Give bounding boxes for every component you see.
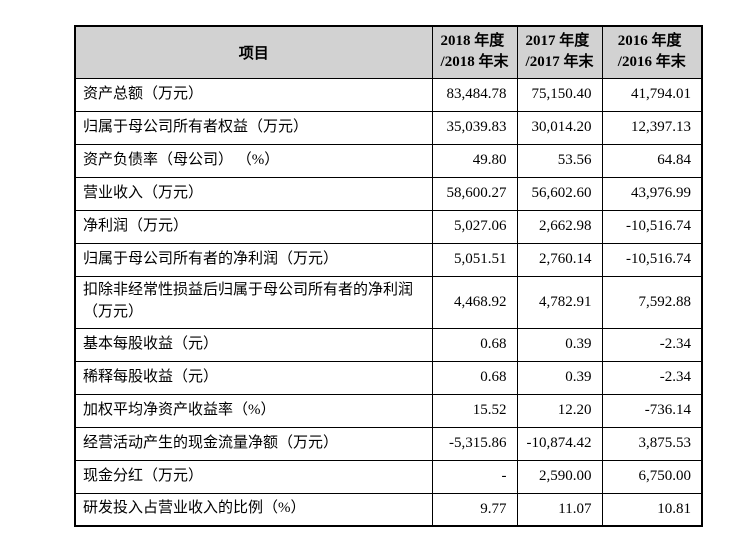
header-2017-line2: /2017 年末 <box>525 54 594 71</box>
table-row: 稀释每股收益（元） 0.68 0.39 -2.34 <box>74 360 703 395</box>
value-cell: -2.34 <box>601 360 703 395</box>
value-cell: 5,027.06 <box>431 209 518 244</box>
header-cell-2017: 2017 年度/2017 年末 <box>516 25 603 79</box>
value-cell: 0.39 <box>516 327 603 362</box>
value-cell: -10,516.74 <box>601 242 703 277</box>
value-cell: 2,590.00 <box>516 459 603 494</box>
value-cell: 58,600.27 <box>431 176 518 211</box>
header-2018-label: 2018 年度/2018 年末 <box>441 31 509 75</box>
value-cell: 15.52 <box>431 393 518 428</box>
value-cell: 12,397.13 <box>601 110 703 145</box>
value-cell: - <box>431 459 518 494</box>
financial-summary-table: 项目 2018 年度/2018 年末 2017 年度/2017 年末 2016 … <box>74 25 703 527</box>
value-cell: 12.20 <box>516 393 603 428</box>
table-row: 净利润（万元） 5,027.06 2,662.98 -10,516.74 <box>74 209 703 244</box>
row-label: 现金分红（万元） <box>74 459 433 494</box>
header-2016-line2: /2016 年末 <box>617 54 686 71</box>
value-cell: 3,875.53 <box>601 426 703 461</box>
financial-table-container: 项目 2018 年度/2018 年末 2017 年度/2017 年末 2016 … <box>74 25 703 527</box>
value-cell: 49.80 <box>431 143 518 178</box>
value-cell: 0.68 <box>431 327 518 362</box>
header-2017-label: 2017 年度/2017 年末 <box>526 31 594 75</box>
row-label: 净利润（万元） <box>74 209 433 244</box>
table-row: 加权平均净资产收益率（%） 15.52 12.20 -736.14 <box>74 393 703 428</box>
value-cell: 4,782.91 <box>516 275 603 329</box>
value-cell: 0.39 <box>516 360 603 395</box>
table-body: 资产总额（万元） 83,484.78 75,150.40 41,794.01 归… <box>74 77 703 527</box>
table-row: 经营活动产生的现金流量净额（万元） -5,315.86 -10,874.42 3… <box>74 426 703 461</box>
value-cell: 2,760.14 <box>516 242 603 277</box>
value-cell: 2,662.98 <box>516 209 603 244</box>
value-cell: 43,976.99 <box>601 176 703 211</box>
row-label: 资产总额（万元） <box>74 77 433 112</box>
table-row: 资产总额（万元） 83,484.78 75,150.40 41,794.01 <box>74 77 703 112</box>
table-row: 资产负债率（母公司） （%） 49.80 53.56 64.84 <box>74 143 703 178</box>
value-cell: -10,516.74 <box>601 209 703 244</box>
table-row: 营业收入（万元） 58,600.27 56,602.60 43,976.99 <box>74 176 703 211</box>
value-cell: 6,750.00 <box>601 459 703 494</box>
row-label: 基本每股收益（元） <box>74 327 433 362</box>
header-cell-item: 项目 <box>74 25 433 79</box>
value-cell: 75,150.40 <box>516 77 603 112</box>
table-row: 归属于母公司所有者的净利润（万元） 5,051.51 2,760.14 -10,… <box>74 242 703 277</box>
value-cell: 41,794.01 <box>601 77 703 112</box>
row-label: 研发投入占营业收入的比例（%） <box>74 492 433 527</box>
header-cell-2016: 2016 年度/2016 年末 <box>601 25 703 79</box>
table-row: 归属于母公司所有者权益（万元） 35,039.83 30,014.20 12,3… <box>74 110 703 145</box>
row-label: 资产负债率（母公司） （%） <box>74 143 433 178</box>
header-2016-label: 2016 年度/2016 年末 <box>618 31 686 75</box>
value-cell: 56,602.60 <box>516 176 603 211</box>
value-cell: 0.68 <box>431 360 518 395</box>
header-2017-line1: 2017 年度 <box>525 32 590 49</box>
header-2018-line1: 2018 年度 <box>440 32 505 49</box>
header-cell-2018: 2018 年度/2018 年末 <box>431 25 518 79</box>
table-row: 研发投入占营业收入的比例（%） 9.77 11.07 10.81 <box>74 492 703 527</box>
value-cell: -736.14 <box>601 393 703 428</box>
row-label: 归属于母公司所有者的净利润（万元） <box>74 242 433 277</box>
value-cell: 9.77 <box>431 492 518 527</box>
value-cell: -2.34 <box>601 327 703 362</box>
table-row: 现金分红（万元） - 2,590.00 6,750.00 <box>74 459 703 494</box>
header-2018-line2: /2018 年末 <box>440 54 509 71</box>
row-label: 稀释每股收益（元） <box>74 360 433 395</box>
row-label: 加权平均净资产收益率（%） <box>74 393 433 428</box>
header-row: 项目 2018 年度/2018 年末 2017 年度/2017 年末 2016 … <box>74 25 703 79</box>
table-row: 基本每股收益（元） 0.68 0.39 -2.34 <box>74 327 703 362</box>
row-label: 扣除非经常性损益后归属于母公司所有者的净利润（万元） <box>74 275 433 329</box>
value-cell: 10.81 <box>601 492 703 527</box>
header-2016-line1: 2016 年度 <box>617 32 682 49</box>
row-label: 营业收入（万元） <box>74 176 433 211</box>
value-cell: 4,468.92 <box>431 275 518 329</box>
row-label: 经营活动产生的现金流量净额（万元） <box>74 426 433 461</box>
value-cell: 30,014.20 <box>516 110 603 145</box>
value-cell: 64.84 <box>601 143 703 178</box>
value-cell: -5,315.86 <box>431 426 518 461</box>
value-cell: 7,592.88 <box>601 275 703 329</box>
value-cell: 53.56 <box>516 143 603 178</box>
value-cell: 11.07 <box>516 492 603 527</box>
value-cell: 5,051.51 <box>431 242 518 277</box>
table-row: 扣除非经常性损益后归属于母公司所有者的净利润（万元） 4,468.92 4,78… <box>74 275 703 329</box>
value-cell: 35,039.83 <box>431 110 518 145</box>
row-label: 归属于母公司所有者权益（万元） <box>74 110 433 145</box>
value-cell: 83,484.78 <box>431 77 518 112</box>
value-cell: -10,874.42 <box>516 426 603 461</box>
